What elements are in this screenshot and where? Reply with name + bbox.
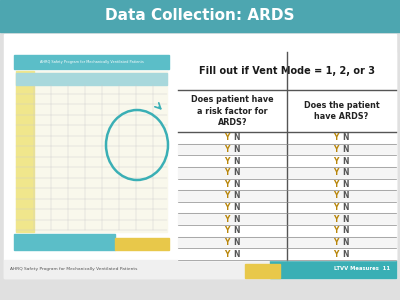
Text: N: N xyxy=(233,203,240,212)
Text: Y: Y xyxy=(333,238,338,247)
Text: AHRQ Safety Program for Mechanically Ventilated Patients: AHRQ Safety Program for Mechanically Ven… xyxy=(10,267,137,271)
Text: Y: Y xyxy=(224,157,229,166)
Bar xyxy=(16,71,167,232)
Text: Y: Y xyxy=(224,191,229,200)
Text: Y: Y xyxy=(333,145,338,154)
Text: Y: Y xyxy=(224,226,229,236)
Bar xyxy=(245,264,280,278)
Bar xyxy=(14,55,169,69)
Text: N: N xyxy=(342,157,349,166)
Text: N: N xyxy=(233,250,240,259)
Text: N: N xyxy=(233,168,240,177)
Text: Y: Y xyxy=(224,203,229,212)
Bar xyxy=(178,132,396,144)
Text: N: N xyxy=(342,180,349,189)
Text: Y: Y xyxy=(333,226,338,236)
Text: N: N xyxy=(342,226,349,236)
Text: Y: Y xyxy=(333,215,338,224)
Text: N: N xyxy=(342,203,349,212)
Text: N: N xyxy=(233,191,240,200)
Text: Fill out if Vent Mode = 1, 2, or 3: Fill out if Vent Mode = 1, 2, or 3 xyxy=(199,66,375,76)
Text: Y: Y xyxy=(333,180,338,189)
Bar xyxy=(178,178,396,190)
Text: N: N xyxy=(233,226,240,236)
Text: N: N xyxy=(342,250,349,259)
Bar xyxy=(16,71,34,232)
Text: N: N xyxy=(233,215,240,224)
Text: LTVV Measures  11: LTVV Measures 11 xyxy=(334,266,390,272)
Text: N: N xyxy=(342,145,349,154)
Bar xyxy=(178,202,396,214)
Text: Y: Y xyxy=(224,145,229,154)
Bar xyxy=(178,190,396,202)
Text: N: N xyxy=(342,191,349,200)
Bar xyxy=(14,55,169,250)
Text: N: N xyxy=(342,215,349,224)
Bar xyxy=(16,73,167,85)
Text: Does the patient
have ARDS?: Does the patient have ARDS? xyxy=(304,100,379,122)
Text: N: N xyxy=(342,168,349,177)
Text: N: N xyxy=(233,133,240,142)
Text: Y: Y xyxy=(333,250,338,259)
Text: N: N xyxy=(342,238,349,247)
Text: N: N xyxy=(233,145,240,154)
Text: Y: Y xyxy=(224,168,229,177)
Text: Y: Y xyxy=(333,168,338,177)
Bar xyxy=(178,214,396,225)
Bar xyxy=(178,155,396,167)
Bar xyxy=(270,260,396,278)
Bar xyxy=(4,260,396,278)
Bar xyxy=(14,234,115,250)
Bar xyxy=(178,225,396,237)
Text: Data Collection: ARDS: Data Collection: ARDS xyxy=(105,8,295,23)
Bar xyxy=(4,34,396,278)
Text: Does patient have
a risk factor for
ARDS?: Does patient have a risk factor for ARDS… xyxy=(191,95,274,127)
Bar xyxy=(178,237,396,248)
Text: Y: Y xyxy=(333,203,338,212)
Text: Y: Y xyxy=(333,191,338,200)
Text: Y: Y xyxy=(224,180,229,189)
Text: N: N xyxy=(233,180,240,189)
Text: N: N xyxy=(233,238,240,247)
Bar xyxy=(178,248,396,260)
Text: Y: Y xyxy=(224,133,229,142)
Text: Y: Y xyxy=(224,238,229,247)
Text: Y: Y xyxy=(333,157,338,166)
Text: Y: Y xyxy=(224,250,229,259)
Bar xyxy=(178,52,396,260)
Bar xyxy=(0,0,400,32)
Text: N: N xyxy=(233,157,240,166)
Text: Y: Y xyxy=(224,215,229,224)
Text: N: N xyxy=(342,133,349,142)
Bar xyxy=(178,167,396,178)
Bar xyxy=(178,144,396,155)
Bar xyxy=(115,238,169,250)
Text: AHRQ Safety Program for Mechanically Ventilated Patients: AHRQ Safety Program for Mechanically Ven… xyxy=(40,60,144,64)
Text: Y: Y xyxy=(333,133,338,142)
